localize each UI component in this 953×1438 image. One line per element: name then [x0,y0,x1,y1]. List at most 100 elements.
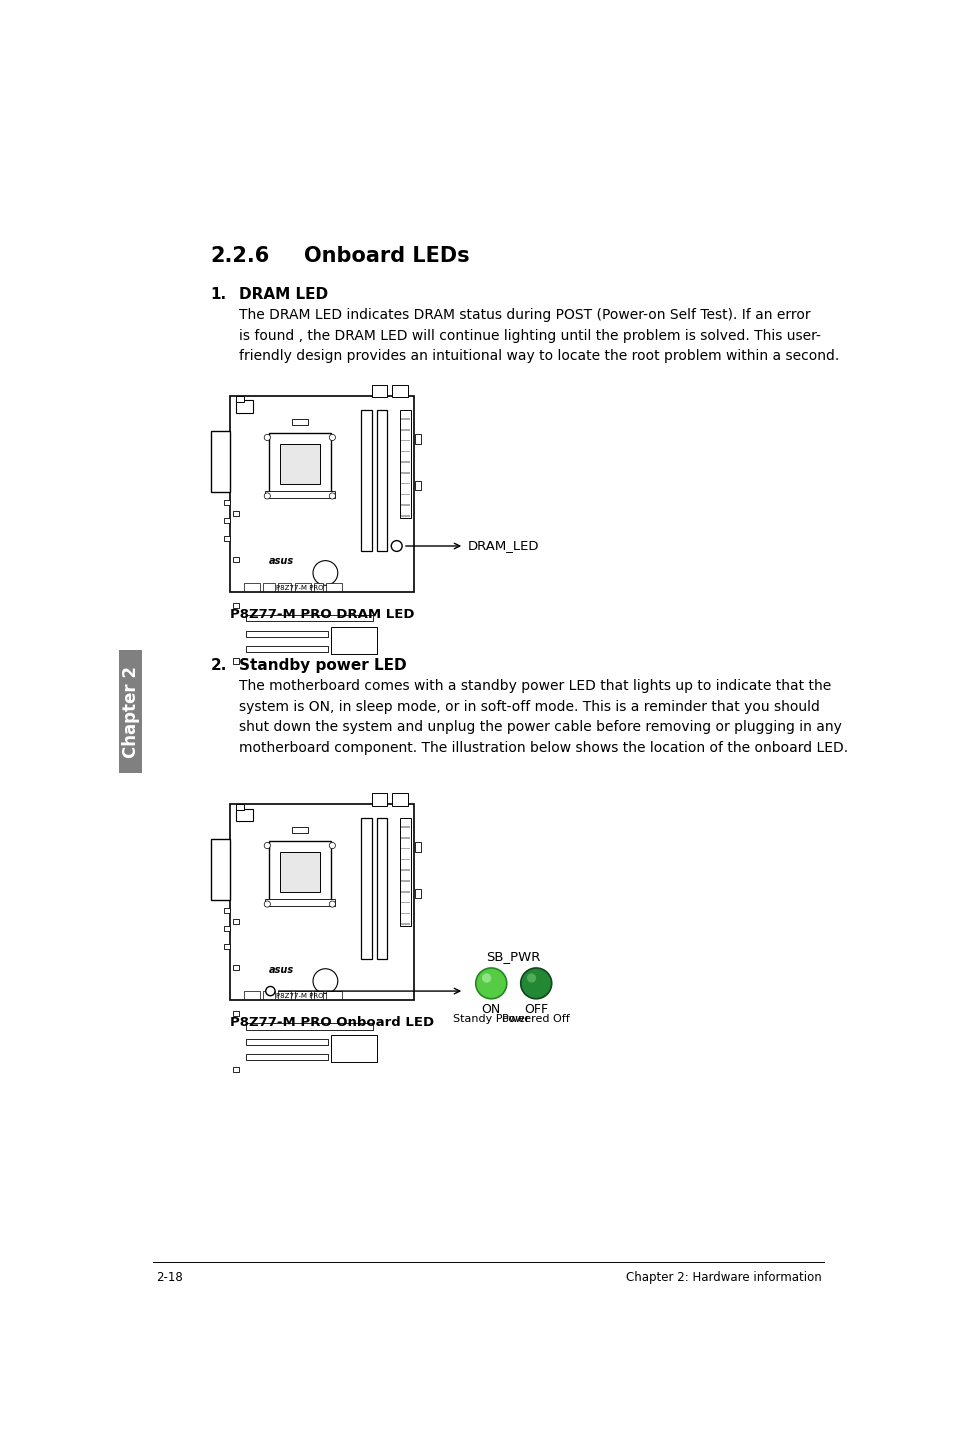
Bar [233,919,238,925]
Bar [224,500,230,505]
Bar [224,945,230,949]
Text: P8Z77-M PRO: P8Z77-M PRO [275,585,323,591]
Bar [326,991,341,999]
Bar [400,870,410,871]
Bar [332,1054,343,1060]
Bar [262,991,274,999]
Text: asus: asus [269,557,294,567]
Circle shape [329,902,335,907]
Bar [314,582,323,591]
Circle shape [266,986,274,995]
Text: Standby power LED: Standby power LED [239,657,407,673]
Text: The DRAM LED indicates DRAM status during POST (Power-on Self Test). If an error: The DRAM LED indicates DRAM status durin… [239,308,839,364]
Bar [332,1038,343,1045]
Bar [400,429,410,430]
Bar [372,385,387,397]
Circle shape [313,561,337,585]
Text: 1.: 1. [211,286,227,302]
Bar [294,991,311,999]
Circle shape [481,974,491,982]
Bar [233,603,238,608]
Bar [211,430,230,492]
Bar [392,794,407,805]
Circle shape [264,843,270,848]
Circle shape [329,434,335,440]
Bar [230,804,414,1001]
Bar [326,582,341,591]
Text: 2-18: 2-18 [156,1271,183,1284]
Bar [245,1038,328,1045]
Bar [292,827,307,833]
Bar [279,851,319,892]
Bar [236,400,253,413]
Circle shape [264,902,270,907]
Bar [245,646,328,653]
Bar [400,450,410,452]
Text: 2.: 2. [211,657,227,673]
Bar [376,410,387,551]
Bar [233,1067,238,1071]
Bar [265,899,335,906]
Bar [400,505,410,506]
Circle shape [476,968,506,999]
Bar [224,907,230,913]
Bar [278,582,291,591]
Text: Onboard LEDs: Onboard LEDs [303,246,469,266]
Text: P8Z77-M PRO: P8Z77-M PRO [275,994,323,999]
Bar [400,858,410,860]
Bar [236,808,253,821]
Bar [245,1054,328,1060]
Bar [224,536,230,541]
Bar [331,627,376,654]
Bar [400,493,410,495]
Circle shape [329,493,335,499]
Bar [245,631,328,637]
Bar [415,434,421,443]
Bar [400,880,410,881]
Bar [262,582,274,591]
Bar [233,659,238,664]
Bar [119,650,142,774]
Bar [400,827,410,828]
Bar [332,631,343,637]
Bar [415,480,421,490]
Bar [278,991,291,999]
Bar [400,440,410,441]
Bar [292,418,307,426]
Bar [245,615,373,621]
Bar [400,923,410,925]
Bar [400,515,410,516]
Bar [360,818,372,959]
Bar [279,443,319,483]
Text: SB_PWR: SB_PWR [485,951,539,963]
Bar [399,818,410,926]
Bar [392,385,407,397]
Text: Chapter 2: Chapter 2 [122,666,140,758]
Text: 2.2.6: 2.2.6 [211,246,270,266]
Bar [211,838,230,900]
Circle shape [264,434,270,440]
Circle shape [313,969,337,994]
Bar [360,410,372,551]
Bar [400,837,410,838]
Bar [399,410,410,518]
Bar [245,1024,373,1030]
Text: Chapter 2: Hardware information: Chapter 2: Hardware information [625,1271,821,1284]
Bar [224,518,230,523]
Text: DRAM_LED: DRAM_LED [468,539,539,552]
Bar [244,991,259,999]
Bar [331,1035,376,1061]
Bar [236,804,244,810]
Text: OFF: OFF [523,1004,548,1017]
Text: P8Z77-M PRO Onboard LED: P8Z77-M PRO Onboard LED [230,1015,434,1028]
Bar [400,902,410,903]
Bar [233,1011,238,1017]
Bar [400,418,410,420]
Bar [233,965,238,971]
Bar [400,913,410,915]
Text: Standy Power: Standy Power [453,1014,529,1024]
Bar [332,646,343,653]
Bar [224,926,230,930]
Text: Powered Off: Powered Off [502,1014,570,1024]
Circle shape [264,493,270,499]
